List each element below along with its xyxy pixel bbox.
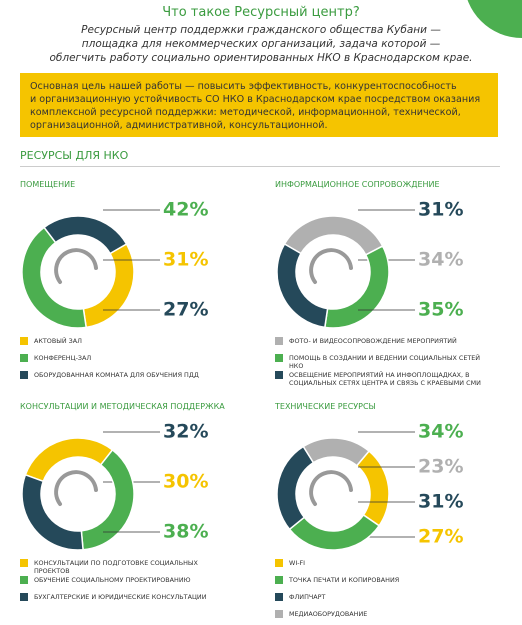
legend-swatch <box>275 576 283 584</box>
value-label: 32% <box>163 421 208 443</box>
legend-swatch <box>275 610 283 618</box>
legend-item: ФЛИПЧАРТ <box>275 593 490 601</box>
value-label: 31% <box>418 491 463 513</box>
legend-item: ОБУЧЕНИЕ СОЦИАЛЬНОМУ ПРОЕКТИРОВАНИЮ <box>20 576 235 584</box>
chart-title: ИНФОРМАЦИОННОЕ СОПРОВОЖДЕНИЕ <box>275 180 440 189</box>
donut-segment <box>80 448 135 551</box>
value-label: 42% <box>163 199 208 221</box>
legend-item: ОСВЕЩЕНИЕ МЕРОПРИЯТИЙ НА ИНФОПЛОЩАДКАХ, … <box>275 371 490 387</box>
legend-swatch <box>275 593 283 601</box>
legend-swatch <box>20 371 28 379</box>
inner-arc <box>309 470 353 506</box>
section-title: РЕСУРСЫ ДЛЯ НКО <box>20 149 129 162</box>
legend-swatch <box>275 371 283 379</box>
divider <box>20 166 500 167</box>
legend-item: WI-FI <box>275 559 490 567</box>
legend-label: АКТОВЫЙ ЗАЛ <box>34 337 82 345</box>
legend-item: ТОЧКА ПЕЧАТИ И КОПИРОВАНИЯ <box>275 576 490 584</box>
legend-item: ОБОРУДОВАННАЯ КОМНАТА ДЛЯ ОБУЧЕНИЯ ПДД <box>20 371 235 379</box>
title: Что такое Ресурсный центр? <box>162 5 360 20</box>
legend-label: ОБУЧЕНИЕ СОЦИАЛЬНОМУ ПРОЕКТИРОВАНИЮ <box>34 576 191 584</box>
donut-segment <box>355 450 390 527</box>
legend-label: БУХГАЛТЕРСКИЕ И ЮРИДИЧЕСКИЕ КОНСУЛЬТАЦИИ <box>34 593 207 601</box>
legend-swatch <box>20 337 28 345</box>
legend-item: БУХГАЛТЕРСКИЕ И ЮРИДИЧЕСКИЕ КОНСУЛЬТАЦИИ <box>20 593 235 601</box>
value-label: 31% <box>163 249 208 271</box>
legend-swatch <box>20 576 28 584</box>
donut-chart: 34% 35% 31% <box>276 199 463 329</box>
donut-segment <box>276 242 329 329</box>
corner-decoration <box>467 0 522 38</box>
legend-swatch <box>20 593 28 601</box>
legend-item: ПОМОЩЬ В СОЗДАНИИ И ВЕДЕНИИ СОЦИАЛЬНЫХ С… <box>275 354 490 370</box>
legend-item: АКТОВЫЙ ЗАЛ <box>20 337 235 345</box>
legend-swatch <box>20 559 28 567</box>
highlight: Основная цель нашей работы — повысить эф… <box>20 73 498 137</box>
legend-label: КОНФЕРЕНЦ-ЗАЛ <box>34 354 92 362</box>
donut-segment <box>323 245 390 329</box>
highlight-line: Основная цель нашей работы — повысить эф… <box>30 81 457 92</box>
highlight-line: комплексной ресурсной поддержки: методич… <box>30 107 461 118</box>
chart-title: ТЕХНИЧЕСКИЕ РЕСУРСЫ <box>275 402 376 411</box>
highlight-line: и организационную устойчивость СО НКО в … <box>30 94 481 105</box>
donut-segment <box>21 473 84 551</box>
donut-segment <box>288 513 381 551</box>
legend-label: ОБОРУДОВАННАЯ КОМНАТА ДЛЯ ОБУЧЕНИЯ ПДД <box>34 371 199 379</box>
donut-segment <box>21 226 88 329</box>
donut-segment <box>43 215 128 255</box>
legend-item: ФОТО- И ВИДЕОСОПРОВОЖДЕНИЕ МЕРОПРИЯТИЙ <box>275 337 490 345</box>
subtitle: Ресурсный центр поддержки гражданского о… <box>0 23 522 65</box>
donut-segment <box>302 437 371 467</box>
chart-title: ПОМЕЩЕНИЕ <box>20 180 76 189</box>
inner-arc <box>309 248 353 284</box>
legend-item: КОНСУЛЬТАЦИИ ПО ПОДГОТОВКЕ СОЦИАЛЬНЫХ ПР… <box>20 559 235 575</box>
legend-label: МЕДИАОБОРУДОВАНИЕ <box>289 610 368 618</box>
subtitle-line: облегчить работу социально ориентированн… <box>49 52 473 64</box>
value-label: 23% <box>418 456 463 478</box>
value-label: 38% <box>163 521 208 543</box>
donut-chart: 30% 38% 32% <box>21 421 208 551</box>
legend-label: ТОЧКА ПЕЧАТИ И КОПИРОВАНИЯ <box>289 576 400 584</box>
legend-item: КОНФЕРЕНЦ-ЗАЛ <box>20 354 235 362</box>
legend-label: ПОМОЩЬ В СОЗДАНИИ И ВЕДЕНИИ СОЦИАЛЬНЫХ С… <box>289 354 481 370</box>
value-label: 34% <box>418 421 463 443</box>
value-label: 27% <box>418 526 463 548</box>
inner-arc <box>54 248 98 284</box>
inner-arc <box>54 470 98 506</box>
legend-label: ОСВЕЩЕНИЕ МЕРОПРИЯТИЙ НА ИНФОПЛОЩАДКАХ, … <box>289 371 481 387</box>
donut-segment <box>276 445 315 531</box>
value-label: 27% <box>163 299 208 321</box>
subtitle-line: площадка для некоммерческих организаций,… <box>81 38 441 50</box>
donut-chart: 27% 34% 31% 23% <box>276 421 463 551</box>
chart-title: КОНСУЛЬТАЦИИ И МЕТОДИЧЕСКАЯ ПОДДЕРЖКА <box>20 402 225 411</box>
legend-item: МЕДИАОБОРУДОВАНИЕ <box>275 610 490 618</box>
value-label: 30% <box>163 471 208 493</box>
legend-swatch <box>275 559 283 567</box>
subtitle-line: Ресурсный центр поддержки гражданского о… <box>81 24 441 36</box>
value-label: 34% <box>418 249 463 271</box>
legend-label: КОНСУЛЬТАЦИИ ПО ПОДГОТОВКЕ СОЦИАЛЬНЫХ ПР… <box>34 559 198 575</box>
highlight-line: организационной, административной, консу… <box>30 120 328 131</box>
value-label: 31% <box>418 199 463 221</box>
value-label: 35% <box>418 299 463 321</box>
donut-chart: 31% 42% 27% <box>21 199 208 329</box>
legend-swatch <box>20 354 28 362</box>
legend-swatch <box>275 354 283 362</box>
legend-label: ФЛИПЧАРТ <box>289 593 326 601</box>
legend-label: WI-FI <box>289 559 306 567</box>
legend-label: ФОТО- И ВИДЕОСОПРОВОЖДЕНИЕ МЕРОПРИЯТИЙ <box>289 337 457 345</box>
legend-swatch <box>275 337 283 345</box>
